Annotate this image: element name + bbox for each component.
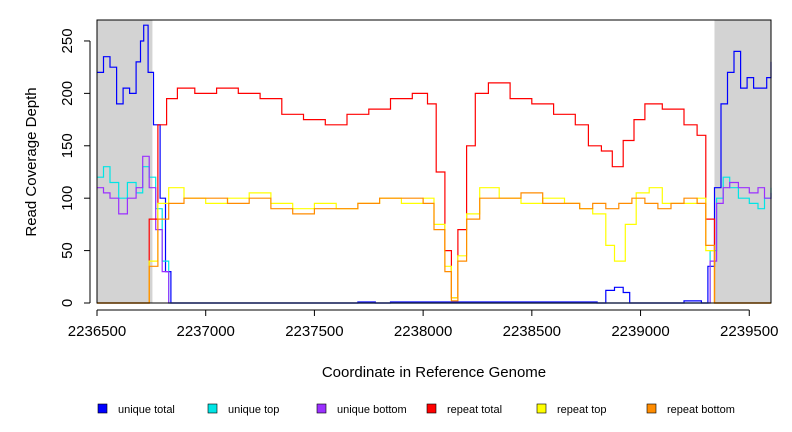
legend: unique total unique top unique bottom repea… <box>97 403 735 416</box>
legend-swatch <box>646 403 657 414</box>
x-tick-label: 2238000 <box>394 323 452 340</box>
y-axis: 0 50 100 150 200 250 <box>59 28 91 307</box>
series-line-unique-bottom <box>97 155 772 304</box>
x-tick-label: 2237000 <box>177 323 235 340</box>
legend-item: unique bottom <box>316 403 407 416</box>
x-tick-label: 2236500 <box>68 323 126 340</box>
x-axis-title: Coordinate in Reference Genome <box>322 364 546 381</box>
x-tick-label: 2238500 <box>503 323 561 340</box>
x-axis: 2236500 2237000 2237500 2238000 2238500 22390… <box>68 309 778 340</box>
legend-label: unique total <box>118 404 175 416</box>
legend-label: unique top <box>228 404 279 416</box>
legend-swatch <box>207 403 218 414</box>
legend-swatch <box>316 403 327 414</box>
legend-swatch <box>426 403 437 414</box>
y-tick-label: 150 <box>59 133 76 158</box>
shaded-region <box>97 20 153 303</box>
legend-item: repeat top <box>536 403 607 416</box>
series-line-repeat-bottom <box>97 192 771 304</box>
x-tick-label: 2239500 <box>720 323 778 340</box>
legend-item: unique total <box>97 403 175 416</box>
legend-label: unique bottom <box>337 404 407 416</box>
x-tick-label: 2237500 <box>285 323 343 340</box>
x-tick-label: 2239000 <box>611 323 669 340</box>
shaded-region <box>714 20 771 303</box>
legend-item: unique top <box>207 403 279 416</box>
legend-label: repeat top <box>557 404 607 416</box>
y-tick-label: 100 <box>59 186 76 211</box>
legend-swatch <box>536 403 547 414</box>
legend-label: repeat bottom <box>667 404 735 416</box>
y-tick-label: 200 <box>59 81 76 106</box>
legend-item: repeat bottom <box>646 403 735 416</box>
legend-item: repeat total <box>426 403 502 416</box>
y-axis-title: Read Coverage Depth <box>23 87 40 236</box>
legend-label: repeat total <box>447 404 502 416</box>
y-tick-label: 250 <box>59 28 76 53</box>
legend-swatch <box>97 403 108 414</box>
y-tick-label: 0 <box>59 299 76 307</box>
y-tick-label: 50 <box>59 242 76 259</box>
plot-frame <box>96 19 772 304</box>
series-lines <box>97 24 772 304</box>
